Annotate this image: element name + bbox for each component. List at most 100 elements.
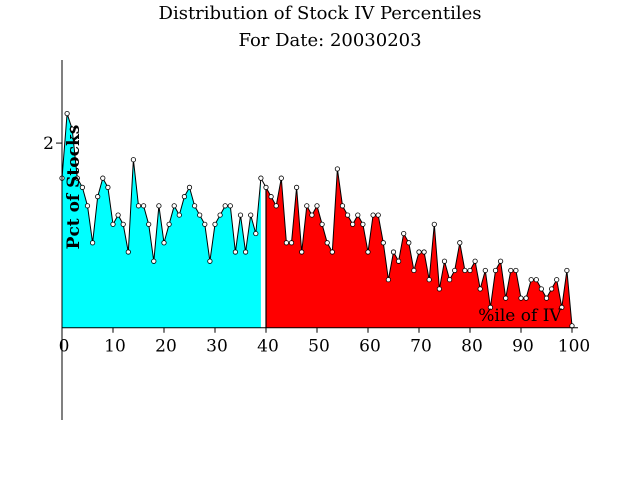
x-tick-label: 70 [410,337,432,357]
data-point [421,249,427,255]
data-point [156,203,162,209]
data-point [263,184,269,190]
x-tick-label: 40 [257,337,279,357]
data-point [192,203,198,209]
data-point [528,277,534,283]
data-point [436,286,442,292]
data-point [237,212,244,218]
data-point [74,175,80,181]
data-point [212,221,218,227]
data-point [370,212,376,218]
data-point [538,286,545,292]
data-point [477,286,483,292]
x-tick-label: 20 [155,337,177,357]
data-point [508,267,514,274]
y-tick-label: 2 [43,134,54,154]
data-point [518,295,524,301]
data-point [452,267,458,274]
data-point [559,304,565,310]
data-point [324,240,330,246]
area-low-percentile [62,113,261,328]
data-point [146,221,152,227]
x-tick-label: 50 [308,337,330,357]
data-point [176,212,182,218]
data-point [482,267,488,274]
data-point [100,175,106,181]
data-point [232,249,238,255]
data-point [411,267,417,274]
data-point [171,203,177,209]
data-point [248,212,254,218]
data-point [523,295,529,301]
data-point [543,295,550,301]
data-point [84,203,91,209]
data-point [69,126,75,132]
data-point [548,286,555,292]
data-point [329,249,335,255]
data-point [135,203,142,209]
data-point [299,249,305,255]
x-axis-ticks: 0 10 20 30 40 50 60 70 80 90 100 [59,327,590,357]
x-tick-label: 100 [558,337,590,357]
data-points [59,110,575,329]
data-point [375,212,381,218]
data-point [110,221,116,227]
data-point [207,258,213,264]
data-point [79,184,86,190]
data-point [564,267,570,274]
data-point [339,203,346,209]
x-tick-label: 30 [206,337,228,357]
x-tick-label: 0 [59,337,70,357]
data-point [446,277,453,283]
y-axis-ticks: 2 [43,134,62,154]
x-tick-label: 80 [461,337,483,357]
data-point [503,295,509,301]
area-high-percentile [266,168,572,328]
data-point [533,277,539,283]
data-point [90,240,96,246]
data-point [355,212,361,218]
data-point [554,277,560,283]
data-point [202,221,208,227]
data-point [166,221,172,227]
chart-title: Distribution of Stock IV Percentiles [159,3,482,24]
x-axis-label: %ile of IV [478,306,562,326]
data-point [334,166,340,172]
data-point [222,203,228,209]
data-point [197,212,203,218]
data-point [64,110,70,117]
data-point [309,212,315,218]
data-point [293,184,300,190]
data-point [350,221,356,227]
data-point [441,258,448,264]
data-point [253,230,259,237]
data-point [344,212,351,218]
x-tick-label: 60 [359,337,381,357]
data-point [278,175,284,181]
data-point [380,240,386,246]
data-point [288,240,295,246]
data-point [390,249,397,255]
data-point [487,304,493,310]
data-point [161,240,167,246]
data-point [431,221,437,227]
data-point [360,221,366,227]
data-point [283,240,289,246]
data-point [181,194,187,200]
data-point [227,203,233,209]
data-point [151,258,157,264]
data-point [401,230,407,237]
data-point [268,194,274,200]
data-point [258,175,264,181]
data-point [217,212,223,218]
data-point [395,258,402,264]
data-point [243,249,249,255]
data-point [120,221,126,227]
data-point [273,203,279,209]
data-point [105,184,111,190]
data-point [467,267,473,274]
data-point [472,258,478,264]
data-point [304,203,310,209]
y-axis-label: Pct of Stocks [64,125,84,250]
data-point [416,249,422,255]
